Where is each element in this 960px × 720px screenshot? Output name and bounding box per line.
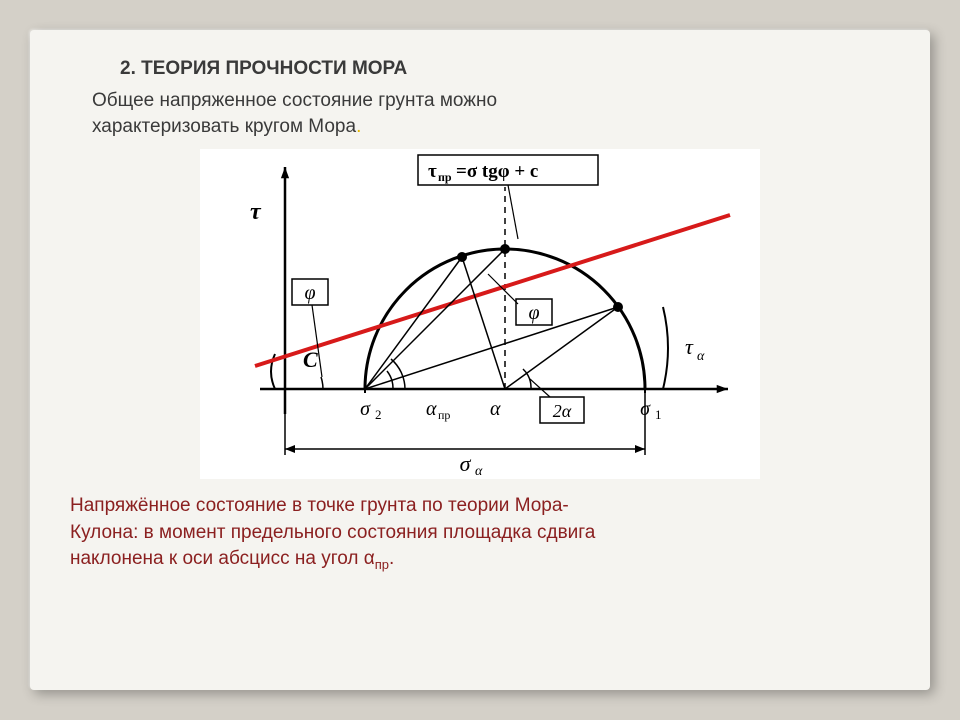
svg-text:пр: пр: [438, 408, 450, 422]
svg-text:φ: φ: [304, 282, 315, 304]
svg-text:α: α: [426, 398, 437, 420]
caption-sub: пр: [375, 557, 389, 572]
svg-text:τ: τ: [250, 199, 262, 225]
intro-text: Общее напряженное состояние грунта можно…: [92, 88, 890, 139]
svg-text:=σ tgφ + c: =σ tgφ + c: [456, 161, 538, 182]
svg-text:2: 2: [375, 407, 382, 422]
svg-text:α: α: [490, 398, 501, 420]
svg-text:τ: τ: [685, 334, 694, 359]
svg-text:α: α: [475, 464, 483, 479]
svg-text:σ: σ: [640, 398, 651, 420]
caption: Напряжённое состояние в точке грунта по …: [70, 493, 890, 574]
slide-title: 2. ТЕОРИЯ ПРОЧНОСТИ МОРА: [120, 58, 890, 80]
intro-period: .: [356, 116, 361, 137]
caption-line2: Кулона: в момент предельного состояния п…: [70, 522, 595, 543]
svg-text:α: α: [697, 349, 705, 364]
svg-text:1: 1: [655, 407, 662, 422]
svg-text:σ: σ: [460, 451, 472, 476]
diagram-container: σαCφφ2ατпр=σ tgφ + cτσ2σ1αпрατα: [70, 149, 890, 479]
intro-line1: Общее напряженное состояние грунта можно: [92, 90, 497, 111]
svg-text:τ: τ: [428, 161, 437, 182]
svg-text:пр: пр: [438, 170, 452, 184]
svg-text:σ: σ: [360, 398, 371, 420]
caption-line3b: .: [389, 548, 394, 569]
svg-text:2α: 2α: [553, 401, 572, 421]
caption-line1: Напряжённое состояние в точке грунта по …: [70, 495, 569, 516]
mohr-diagram: σαCφφ2ατпр=σ tgφ + cτσ2σ1αпрατα: [200, 149, 760, 479]
svg-text:φ: φ: [528, 302, 539, 324]
slide: 2. ТЕОРИЯ ПРОЧНОСТИ МОРА Общее напряженн…: [30, 30, 930, 690]
caption-line3a: наклонена к оси абсцисс на угол α: [70, 548, 375, 569]
intro-line2: характеризовать кругом Мора: [92, 116, 356, 137]
